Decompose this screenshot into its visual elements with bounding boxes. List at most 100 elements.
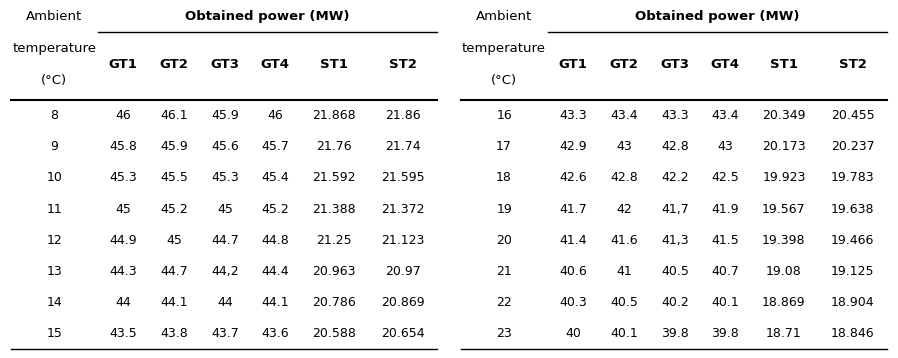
Text: 45.2: 45.2 xyxy=(160,203,188,216)
Text: Ambient: Ambient xyxy=(476,10,533,23)
Text: (°C): (°C) xyxy=(491,74,517,87)
Text: 43: 43 xyxy=(717,140,733,153)
Text: Ambient: Ambient xyxy=(26,10,83,23)
Text: 11: 11 xyxy=(47,203,62,216)
Text: 15: 15 xyxy=(47,327,62,340)
Text: 22: 22 xyxy=(497,296,512,309)
Text: 41,3: 41,3 xyxy=(661,234,689,247)
Text: 42.8: 42.8 xyxy=(661,140,689,153)
Text: 21.25: 21.25 xyxy=(316,234,352,247)
Text: 42: 42 xyxy=(616,203,632,216)
Text: 20.654: 20.654 xyxy=(381,327,425,340)
Text: 46.1: 46.1 xyxy=(160,109,188,122)
Text: GT2: GT2 xyxy=(610,58,638,71)
Text: ST2: ST2 xyxy=(389,58,417,71)
Text: 45.7: 45.7 xyxy=(261,140,289,153)
Text: 45.6: 45.6 xyxy=(211,140,239,153)
Text: 8: 8 xyxy=(50,109,58,122)
Text: 41: 41 xyxy=(616,265,632,278)
Text: 45.9: 45.9 xyxy=(160,140,188,153)
Text: 42.5: 42.5 xyxy=(711,171,739,184)
Text: 43.8: 43.8 xyxy=(160,327,188,340)
Text: 20: 20 xyxy=(497,234,512,247)
Text: 19.125: 19.125 xyxy=(831,265,875,278)
Text: 45.8: 45.8 xyxy=(110,140,137,153)
Text: 42.2: 42.2 xyxy=(661,171,689,184)
Text: 43.6: 43.6 xyxy=(261,327,289,340)
Text: 43.5: 43.5 xyxy=(110,327,137,340)
Text: 44.1: 44.1 xyxy=(261,296,289,309)
Text: 21.123: 21.123 xyxy=(381,234,425,247)
Text: 42.6: 42.6 xyxy=(559,171,586,184)
Text: 40.7: 40.7 xyxy=(711,265,739,278)
Text: 18.869: 18.869 xyxy=(762,296,806,309)
Text: ST1: ST1 xyxy=(770,58,797,71)
Text: 41,7: 41,7 xyxy=(661,203,689,216)
Text: 45.5: 45.5 xyxy=(160,171,188,184)
Text: 44.7: 44.7 xyxy=(211,234,239,247)
Text: Obtained power (MW): Obtained power (MW) xyxy=(185,10,349,23)
Text: 19.398: 19.398 xyxy=(762,234,806,247)
Text: 12: 12 xyxy=(47,234,62,247)
Text: 20.588: 20.588 xyxy=(312,327,356,340)
Text: 39.8: 39.8 xyxy=(661,327,689,340)
Text: 20.173: 20.173 xyxy=(762,140,806,153)
Text: (°C): (°C) xyxy=(41,74,67,87)
Text: 44.4: 44.4 xyxy=(261,265,289,278)
Text: GT3: GT3 xyxy=(210,58,240,71)
Text: 21.592: 21.592 xyxy=(313,171,356,184)
Text: 39.8: 39.8 xyxy=(711,327,739,340)
Text: 20.349: 20.349 xyxy=(762,109,806,122)
Text: 41.5: 41.5 xyxy=(711,234,739,247)
Text: 42.8: 42.8 xyxy=(610,171,638,184)
Text: 21.86: 21.86 xyxy=(385,109,420,122)
Text: GT1: GT1 xyxy=(559,58,587,71)
Text: 20.786: 20.786 xyxy=(313,296,356,309)
Text: 43.7: 43.7 xyxy=(211,327,239,340)
Text: 19.466: 19.466 xyxy=(831,234,875,247)
Text: 44: 44 xyxy=(115,296,131,309)
Text: 19.567: 19.567 xyxy=(762,203,806,216)
Text: 21.74: 21.74 xyxy=(385,140,420,153)
Text: 40.1: 40.1 xyxy=(610,327,638,340)
Text: 44.1: 44.1 xyxy=(160,296,188,309)
Text: 18.904: 18.904 xyxy=(831,296,875,309)
Text: ST2: ST2 xyxy=(839,58,867,71)
Text: 43.4: 43.4 xyxy=(610,109,638,122)
Text: 45: 45 xyxy=(115,203,131,216)
Text: 18: 18 xyxy=(497,171,512,184)
Text: 43: 43 xyxy=(616,140,632,153)
Text: 18.846: 18.846 xyxy=(831,327,875,340)
Text: 10: 10 xyxy=(47,171,62,184)
Text: 20.869: 20.869 xyxy=(381,296,425,309)
Text: 45.3: 45.3 xyxy=(211,171,239,184)
Text: 43.4: 43.4 xyxy=(711,109,739,122)
Text: 45.4: 45.4 xyxy=(261,171,289,184)
Text: 43.3: 43.3 xyxy=(559,109,586,122)
Text: 44: 44 xyxy=(217,296,233,309)
Text: 41.7: 41.7 xyxy=(559,203,587,216)
Text: 44,2: 44,2 xyxy=(211,265,239,278)
Text: 44.3: 44.3 xyxy=(110,265,136,278)
Text: 14: 14 xyxy=(47,296,62,309)
Text: 21.76: 21.76 xyxy=(316,140,352,153)
Text: 45.3: 45.3 xyxy=(110,171,137,184)
Text: 18.71: 18.71 xyxy=(766,327,802,340)
Text: 46: 46 xyxy=(115,109,131,122)
Text: 41.6: 41.6 xyxy=(610,234,638,247)
Text: 41.9: 41.9 xyxy=(711,203,739,216)
Text: 19.638: 19.638 xyxy=(831,203,875,216)
Text: 20.97: 20.97 xyxy=(385,265,421,278)
Text: 20.963: 20.963 xyxy=(313,265,356,278)
Text: 13: 13 xyxy=(47,265,62,278)
Text: 44.7: 44.7 xyxy=(160,265,188,278)
Text: GT3: GT3 xyxy=(660,58,690,71)
Text: 9: 9 xyxy=(50,140,58,153)
Text: 19.783: 19.783 xyxy=(831,171,875,184)
Text: 21.595: 21.595 xyxy=(381,171,425,184)
Text: 45.2: 45.2 xyxy=(261,203,289,216)
Text: 17: 17 xyxy=(497,140,512,153)
Text: 44.9: 44.9 xyxy=(110,234,136,247)
Text: 40.5: 40.5 xyxy=(610,296,638,309)
Text: 42.9: 42.9 xyxy=(559,140,586,153)
